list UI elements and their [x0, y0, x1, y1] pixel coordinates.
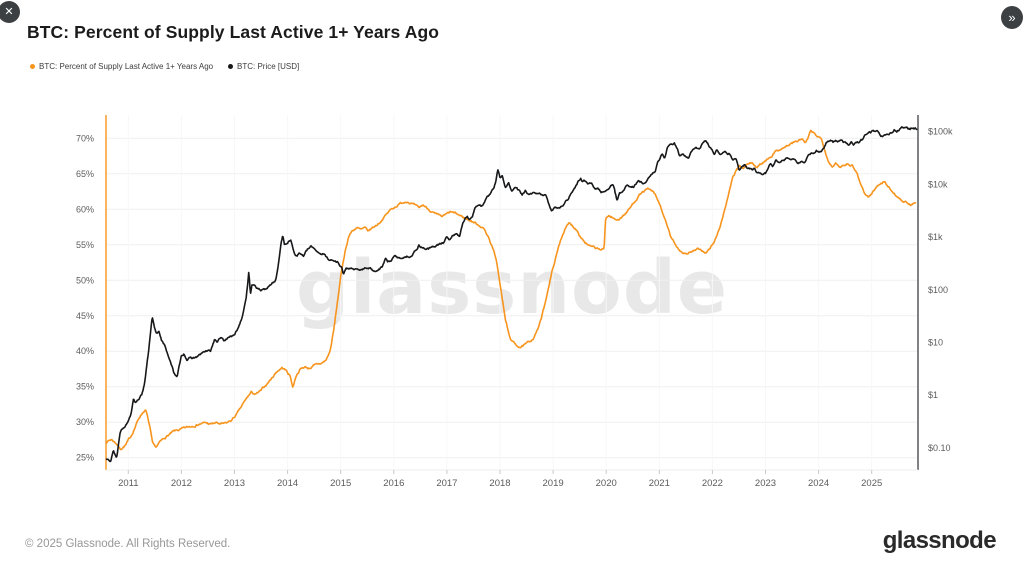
legend-item-supply[interactable]: BTC: Percent of Supply Last Active 1+ Ye…	[30, 62, 213, 71]
legend-dot-supply-icon	[30, 64, 35, 69]
x-tick-label: 2018	[489, 478, 510, 489]
y-right-tick-label: $100	[928, 285, 948, 295]
x-tick-label: 2019	[543, 478, 564, 489]
y-right-tick-label: $1	[928, 390, 938, 400]
legend-dot-price-icon	[228, 64, 233, 69]
y-left-tick-label: 60%	[76, 204, 94, 214]
close-icon[interactable]: ✕	[0, 1, 20, 23]
y-left-tick-label: 70%	[76, 133, 94, 143]
y-left-tick-label: 25%	[76, 453, 94, 463]
y-right-tick-label: $10k	[928, 179, 948, 189]
x-tick-label: 2022	[702, 478, 723, 489]
glassnode-logo: glassnode	[882, 527, 997, 554]
x-tick-label: 2025	[861, 478, 882, 489]
x-tick-label: 2013	[224, 478, 245, 489]
legend-item-price[interactable]: BTC: Price [USD]	[228, 62, 299, 71]
y-left-tick-label: 55%	[76, 240, 94, 250]
expand-icon[interactable]: »	[1001, 6, 1023, 29]
y-left-tick-label: 50%	[76, 275, 94, 285]
legend-label-supply: BTC: Percent of Supply Last Active 1+ Ye…	[39, 62, 214, 71]
y-right-tick-label: $100k	[928, 127, 953, 137]
y-left-tick-label: 30%	[76, 417, 94, 427]
x-tick-label: 2015	[330, 478, 351, 489]
y-right-tick-label: $0.10	[928, 443, 951, 453]
price-line	[105, 126, 918, 463]
x-tick-label: 2014	[277, 478, 298, 489]
supply-active-line	[105, 129, 917, 451]
x-tick-label: 2017	[436, 478, 457, 489]
x-tick-label: 2024	[808, 478, 829, 489]
watermark-glassnode: glassnode	[296, 245, 728, 331]
x-tick-label: 2012	[171, 478, 192, 489]
x-tick-label: 2011	[118, 478, 138, 489]
x-tick-label: 2016	[383, 478, 404, 489]
x-tick-label: 2020	[596, 478, 617, 489]
x-tick-label: 2021	[649, 478, 670, 489]
y-left-tick-label: 45%	[76, 311, 94, 321]
x-tick-label: 2023	[755, 478, 776, 489]
y-right-tick-label: $1k	[928, 232, 943, 242]
y-left-tick-label: 40%	[76, 346, 94, 356]
page-title: BTC: Percent of Supply Last Active 1+ Ye…	[27, 22, 440, 42]
y-right-tick-label: $10	[928, 338, 943, 348]
footer-copyright: © 2025 Glassnode. All Rights Reserved.	[25, 538, 231, 550]
y-left-tick-label: 35%	[76, 382, 94, 392]
y-left-tick-label: 65%	[76, 169, 94, 179]
legend-label-price: BTC: Price [USD]	[237, 62, 300, 71]
